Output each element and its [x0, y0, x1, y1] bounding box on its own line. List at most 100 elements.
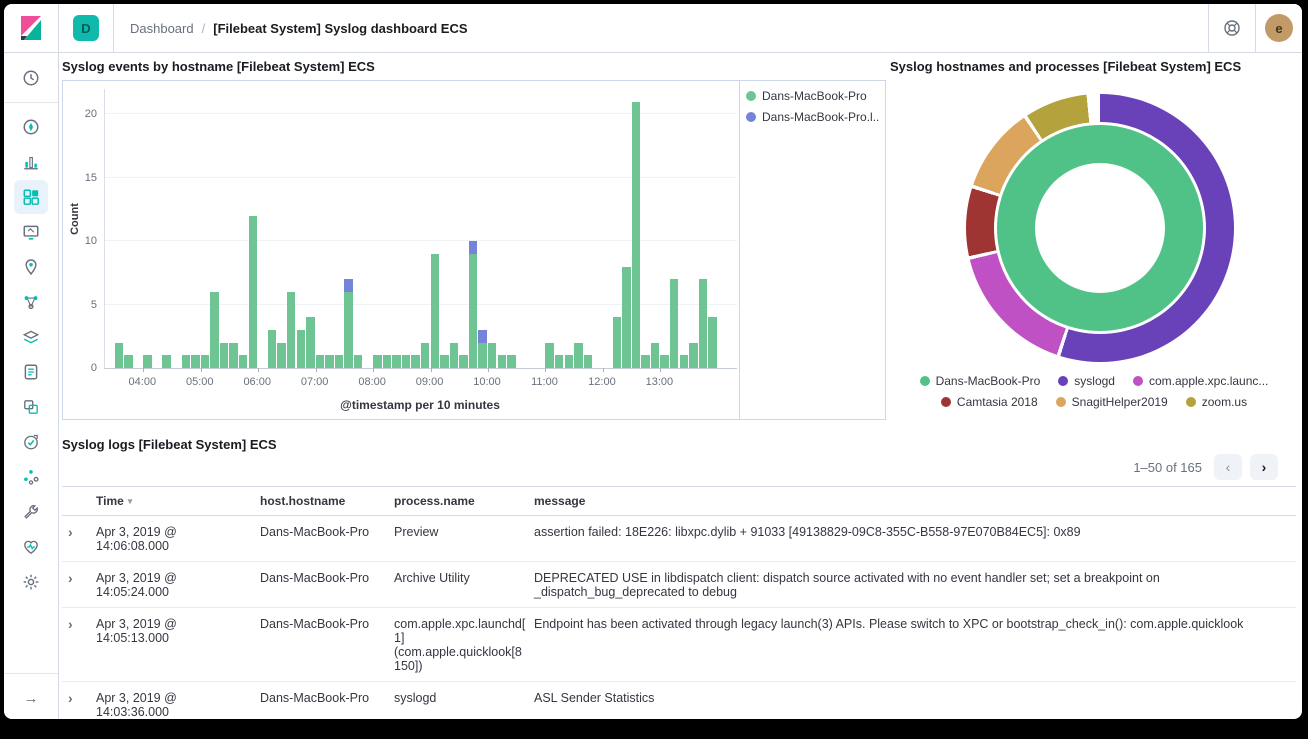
- bar-plot-area: [104, 89, 737, 372]
- bar-07:10[interactable]: [325, 355, 334, 368]
- sidebar-item-dashboard[interactable]: [14, 180, 48, 214]
- bar-05:50[interactable]: [248, 215, 258, 368]
- bar-09:40[interactable]: [468, 241, 478, 368]
- sidebar-item-visualize[interactable]: [14, 145, 48, 179]
- bar-segment-green: [622, 266, 631, 368]
- bar-12:50[interactable]: [650, 342, 660, 368]
- legend-item[interactable]: com.apple.xpc.launc...: [1132, 374, 1268, 388]
- legend-item[interactable]: Dans-MacBook-Pro.l...: [746, 110, 879, 124]
- bar-10:20[interactable]: [507, 355, 516, 368]
- bar-03:40[interactable]: [124, 355, 133, 368]
- bar-segment-green: [334, 355, 344, 368]
- column-header-time[interactable]: Time ▾: [96, 494, 133, 508]
- help-button[interactable]: [1209, 4, 1255, 52]
- bar-11:10[interactable]: [555, 355, 564, 368]
- donut-chart[interactable]: [966, 94, 1234, 362]
- bar-12:40[interactable]: [641, 355, 650, 368]
- bar-05:40[interactable]: [239, 355, 248, 368]
- cell-host: Dans-MacBook-Pro: [260, 617, 370, 631]
- bar-04:50[interactable]: [191, 355, 200, 368]
- bar-11:40[interactable]: [583, 355, 593, 368]
- pagination-prev-button[interactable]: ‹: [1214, 454, 1242, 480]
- bar-04:40[interactable]: [181, 355, 191, 368]
- sidebar-item-maps[interactable]: [14, 250, 48, 284]
- sidebar-item-apm[interactable]: [14, 460, 48, 494]
- bar-13:00[interactable]: [660, 355, 669, 368]
- bar-04:20[interactable]: [162, 355, 171, 368]
- bar-06:30[interactable]: [286, 291, 296, 368]
- bar-10:10[interactable]: [497, 355, 507, 368]
- bar-13:20[interactable]: [679, 355, 688, 368]
- bar-09:10[interactable]: [440, 355, 449, 368]
- bar-06:40[interactable]: [296, 329, 305, 368]
- bar-08:50[interactable]: [421, 342, 430, 368]
- bar-11:00[interactable]: [545, 342, 554, 368]
- help-life-ring-icon: [1224, 20, 1240, 36]
- bar-13:50[interactable]: [708, 317, 717, 368]
- bar-09:20[interactable]: [449, 342, 459, 368]
- bar-06:20[interactable]: [277, 342, 286, 368]
- bar-07:20[interactable]: [334, 355, 344, 368]
- bar-09:50[interactable]: [478, 329, 487, 368]
- bar-13:40[interactable]: [698, 279, 708, 368]
- bar-08:40[interactable]: [411, 355, 420, 368]
- bar-13:10[interactable]: [669, 279, 679, 368]
- bar-segment-green: [545, 342, 554, 368]
- bar-12:10[interactable]: [612, 317, 621, 368]
- bar-08:30[interactable]: [401, 355, 411, 368]
- bar-12:20[interactable]: [622, 266, 631, 368]
- user-menu-button[interactable]: e: [1256, 4, 1302, 52]
- bar-04:00[interactable]: [143, 355, 152, 368]
- bar-11:30[interactable]: [574, 342, 583, 368]
- sidebar-item-recent[interactable]: [14, 61, 48, 95]
- bar-segment-green: [612, 317, 621, 368]
- row-expand-button[interactable]: ›: [68, 690, 73, 706]
- bar-06:50[interactable]: [306, 317, 315, 368]
- sidebar-item-canvas[interactable]: [14, 215, 48, 249]
- sidebar-item-metrics[interactable]: [14, 390, 48, 424]
- sidebar-item-discover[interactable]: [14, 110, 48, 144]
- bar-12:30[interactable]: [631, 101, 641, 368]
- sidebar-item-logs[interactable]: [14, 355, 48, 389]
- bar-09:30[interactable]: [459, 355, 468, 368]
- bar-08:20[interactable]: [392, 355, 401, 368]
- bar-08:10[interactable]: [382, 355, 392, 368]
- bar-13:30[interactable]: [689, 342, 698, 368]
- bar-segment-green: [488, 342, 497, 368]
- pagination-next-button[interactable]: ›: [1250, 454, 1278, 480]
- row-expand-button[interactable]: ›: [68, 570, 73, 586]
- kibana-logo[interactable]: [4, 4, 58, 52]
- row-expand-button[interactable]: ›: [68, 616, 73, 632]
- sidebar-item-stack-monitoring[interactable]: [14, 530, 48, 564]
- bar-08:00[interactable]: [373, 355, 382, 368]
- bar-06:10[interactable]: [267, 329, 277, 368]
- bar-07:30[interactable]: [344, 279, 353, 368]
- bar-05:30[interactable]: [229, 342, 238, 368]
- legend-item[interactable]: zoom.us: [1185, 395, 1247, 409]
- bar-11:20[interactable]: [564, 355, 574, 368]
- legend-item[interactable]: Camtasia 2018: [940, 395, 1038, 409]
- bar-03:30[interactable]: [114, 342, 123, 368]
- bar-09:00[interactable]: [430, 253, 439, 368]
- sidebar-item-infrastructure[interactable]: [14, 320, 48, 354]
- legend-item[interactable]: Dans-MacBook-Pro: [746, 89, 879, 103]
- sidebar-item-dev-tools[interactable]: [14, 495, 48, 529]
- bar-05:10[interactable]: [210, 291, 219, 368]
- sidebar-collapse-button[interactable]: →: [23, 690, 39, 707]
- legend-item[interactable]: SnagitHelper2019: [1055, 395, 1168, 409]
- legend-item[interactable]: syslogd: [1058, 374, 1115, 388]
- space-badge[interactable]: D: [73, 15, 99, 41]
- bar-segment-green: [353, 355, 363, 368]
- legend-item[interactable]: Dans-MacBook-Pro: [919, 374, 1040, 388]
- bar-05:00[interactable]: [200, 355, 210, 368]
- breadcrumb-dashboard-link[interactable]: Dashboard: [130, 20, 194, 36]
- bar-05:20[interactable]: [219, 342, 229, 368]
- bar-07:00[interactable]: [315, 355, 325, 368]
- sidebar-item-machine-learning[interactable]: [14, 285, 48, 319]
- bar-segment-green: [708, 317, 717, 368]
- bar-10:00[interactable]: [488, 342, 497, 368]
- sidebar-item-uptime[interactable]: [14, 425, 48, 459]
- row-expand-button[interactable]: ›: [68, 524, 73, 540]
- sidebar-item-management[interactable]: [14, 565, 48, 599]
- bar-07:40[interactable]: [353, 355, 363, 368]
